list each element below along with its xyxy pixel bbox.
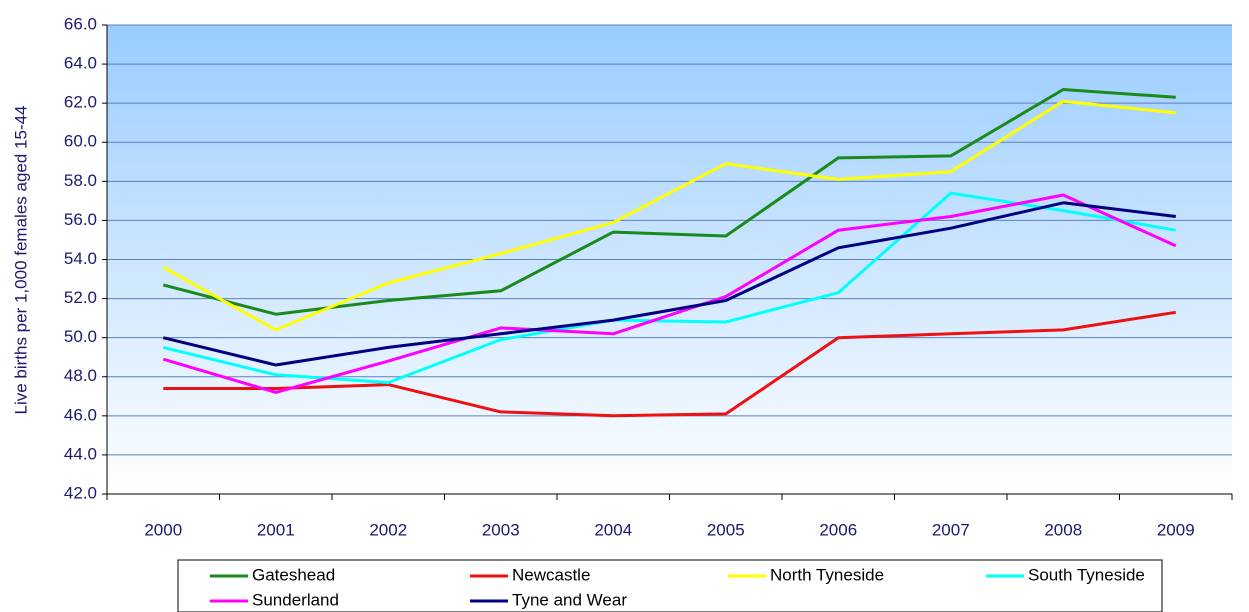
legend-label: South Tyneside bbox=[1028, 565, 1145, 584]
y-tick-label: 62.0 bbox=[64, 93, 97, 112]
series-line bbox=[162, 99, 1176, 332]
x-tick-label: 2003 bbox=[482, 520, 520, 539]
x-tick-label: 2004 bbox=[594, 520, 632, 539]
y-tick-label: 44.0 bbox=[64, 444, 97, 463]
y-axis-label: Live births per 1,000 females aged 15-44 bbox=[11, 105, 30, 414]
series-line bbox=[163, 310, 1177, 418]
x-tick-label: 2009 bbox=[1157, 520, 1195, 539]
legend-box bbox=[177, 559, 1163, 612]
legend-label: Sunderland bbox=[252, 590, 339, 609]
y-tick-label: 58.0 bbox=[64, 171, 97, 190]
y-tick-label: 54.0 bbox=[64, 249, 97, 268]
y-tick-label: 42.0 bbox=[64, 483, 97, 502]
x-tick-label: 2002 bbox=[369, 520, 407, 539]
legend-label: Newcastle bbox=[512, 565, 590, 584]
series-line bbox=[162, 193, 1177, 394]
legend-label: Tyne and Wear bbox=[512, 590, 627, 609]
y-tick-label: 60.0 bbox=[64, 132, 97, 151]
legend-label: Gateshead bbox=[252, 565, 335, 584]
legend-label: North Tyneside bbox=[770, 565, 884, 584]
x-tick-label: 2001 bbox=[257, 520, 295, 539]
y-tick-label: 48.0 bbox=[64, 366, 97, 385]
series-line bbox=[162, 191, 1177, 385]
y-tick-label: 50.0 bbox=[64, 327, 97, 346]
series-line bbox=[162, 201, 1176, 367]
x-tick-label: 2000 bbox=[144, 520, 182, 539]
x-tick-label: 2006 bbox=[819, 520, 857, 539]
x-tick-label: 2005 bbox=[707, 520, 745, 539]
y-tick-label: 64.0 bbox=[64, 54, 97, 73]
y-tick-label: 56.0 bbox=[64, 210, 97, 229]
x-tick-label: 2007 bbox=[932, 520, 970, 539]
y-tick-label: 66.0 bbox=[64, 14, 97, 33]
y-tick-label: 52.0 bbox=[64, 288, 97, 307]
x-tick-label: 2008 bbox=[1044, 520, 1082, 539]
y-tick-label: 46.0 bbox=[64, 405, 97, 424]
